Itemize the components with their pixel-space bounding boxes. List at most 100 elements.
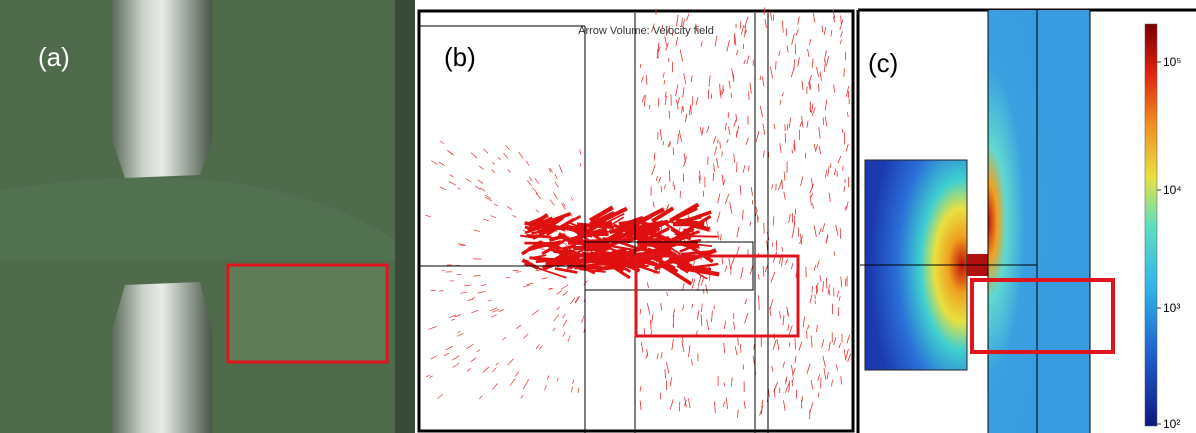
arrow (816, 282, 819, 288)
arrow (546, 375, 550, 380)
colorbar-tick-label: 10⁴ (1163, 183, 1182, 197)
arrow (466, 343, 474, 349)
arrow (784, 258, 788, 266)
arrow (431, 160, 438, 165)
arrow (730, 377, 733, 387)
arrow (549, 199, 555, 206)
arrow (683, 153, 686, 163)
arrow (728, 257, 732, 270)
arrow (844, 278, 847, 287)
arrow (530, 254, 547, 259)
arrow (548, 287, 552, 290)
arrow (471, 309, 479, 314)
arrow (847, 353, 852, 363)
arrow (782, 361, 785, 368)
arrow (526, 233, 552, 239)
arrow (723, 320, 726, 330)
arrow (823, 50, 827, 62)
arrow (526, 215, 545, 225)
arrow (743, 400, 746, 409)
arrow (818, 127, 821, 139)
arrow (535, 209, 540, 213)
arrow (675, 36, 679, 47)
arrow (846, 334, 850, 344)
arrow (826, 371, 829, 380)
arrow (686, 13, 690, 21)
arrow (799, 121, 803, 128)
arrow (425, 374, 430, 378)
arrow (706, 319, 710, 331)
arrow (548, 168, 552, 173)
arrow (531, 309, 539, 316)
arrow (438, 290, 444, 292)
arrow (801, 115, 804, 128)
arrow (825, 236, 829, 244)
arrow (717, 139, 719, 144)
arrow (561, 243, 577, 252)
arrow (744, 298, 748, 305)
arrow (552, 327, 556, 332)
arrow (813, 225, 817, 238)
arrow (745, 137, 749, 145)
arrow (690, 75, 693, 82)
arrow (683, 73, 687, 85)
arrow (448, 181, 456, 186)
arrow (650, 329, 653, 336)
arrow (535, 192, 542, 199)
arrow (425, 214, 431, 218)
arrow (779, 256, 782, 264)
arrow (706, 126, 710, 134)
arrow (646, 302, 651, 315)
arrow (813, 264, 817, 271)
arrow (688, 345, 691, 358)
arrow (457, 330, 461, 333)
arrow (521, 258, 540, 271)
arrow (528, 176, 533, 182)
arrow (679, 49, 684, 62)
arrow (660, 303, 663, 311)
arrow (484, 194, 492, 199)
arrow (791, 149, 793, 154)
arrow (794, 338, 796, 350)
arrow (681, 105, 683, 114)
arrow (534, 178, 540, 184)
arrow (556, 290, 563, 295)
arrow (541, 247, 553, 256)
arrow (601, 212, 625, 226)
arrow (731, 68, 734, 79)
arrow (691, 303, 694, 309)
arrow (678, 227, 681, 232)
arrow (766, 240, 769, 252)
arrow (531, 217, 565, 225)
arrow (652, 201, 655, 208)
arrow (808, 82, 811, 91)
arrow (792, 367, 796, 375)
arrow (476, 349, 480, 353)
arrow (759, 105, 763, 117)
arrow (607, 254, 633, 266)
arrow (673, 184, 676, 190)
arrow (597, 262, 623, 270)
arrow (779, 99, 782, 105)
arrow (797, 56, 800, 67)
arrow (670, 228, 684, 238)
arrow (520, 395, 524, 399)
arrow (699, 126, 702, 134)
arrow (657, 42, 660, 54)
arrow (467, 298, 474, 301)
arrow (809, 183, 814, 194)
arrow (474, 185, 481, 190)
arrow (480, 284, 487, 286)
arrow (729, 202, 733, 214)
arrow (589, 205, 614, 223)
arrow (659, 129, 663, 141)
arrow (833, 16, 835, 23)
arrow (791, 263, 794, 270)
arrow (711, 310, 713, 322)
arrow (687, 398, 691, 408)
arrow (844, 205, 847, 211)
arrow (770, 11, 772, 21)
arrow (520, 240, 542, 256)
arrow (526, 379, 530, 383)
arrow (646, 282, 649, 288)
